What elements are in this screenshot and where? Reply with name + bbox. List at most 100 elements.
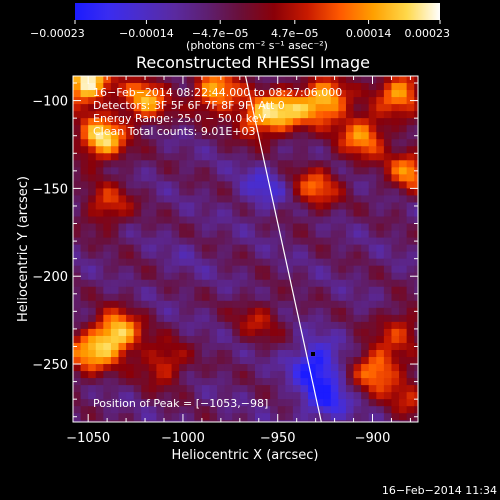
heatmap-cell bbox=[80, 76, 89, 84]
heatmap-cell bbox=[391, 237, 400, 246]
heatmap-cell bbox=[414, 335, 418, 344]
heatmap-cell bbox=[399, 364, 408, 372]
heatmap-cell bbox=[209, 342, 218, 351]
heatmap-cell bbox=[201, 195, 211, 204]
heatmap-cell bbox=[239, 258, 248, 267]
heatmap-cell bbox=[338, 385, 347, 393]
heatmap-cell bbox=[315, 83, 324, 91]
heatmap-cell bbox=[285, 349, 294, 358]
heatmap-cell bbox=[262, 230, 271, 239]
heatmap-cell bbox=[277, 90, 286, 98]
heatmap-cell bbox=[171, 174, 180, 182]
heatmap-cell bbox=[353, 420, 362, 422]
heatmap-cell bbox=[126, 279, 135, 288]
heatmap-cell bbox=[194, 125, 203, 133]
heatmap-cell bbox=[345, 399, 355, 407]
heatmap-cell bbox=[247, 181, 256, 190]
heatmap-cell bbox=[254, 83, 264, 91]
heatmap-cell bbox=[353, 118, 362, 126]
heatmap-cell bbox=[80, 230, 89, 239]
heatmap-cell bbox=[277, 167, 286, 175]
heatmap-cell bbox=[345, 125, 355, 133]
heatmap-cell bbox=[376, 279, 385, 288]
heatmap-cell bbox=[148, 258, 157, 267]
heatmap-cell bbox=[262, 146, 271, 154]
heatmap-cell bbox=[383, 413, 393, 421]
heatmap-cell bbox=[80, 181, 89, 190]
heatmap-cell bbox=[254, 286, 264, 295]
heatmap-cell bbox=[368, 399, 377, 407]
heatmap-cell bbox=[179, 83, 188, 91]
heatmap-cell bbox=[376, 272, 385, 281]
heatmap-cell bbox=[179, 118, 188, 126]
heatmap-cell bbox=[141, 378, 150, 386]
heatmap-cell bbox=[254, 97, 264, 105]
heatmap-cell bbox=[247, 139, 256, 147]
heatmap-cell bbox=[239, 83, 248, 91]
heatmap-cell bbox=[345, 272, 355, 281]
heatmap-cell bbox=[270, 307, 279, 316]
heatmap-cell bbox=[103, 413, 112, 421]
heatmap-cell bbox=[376, 139, 385, 147]
heatmap-cell bbox=[315, 420, 324, 422]
heatmap-cell bbox=[217, 378, 226, 386]
heatmap-cell bbox=[239, 286, 248, 295]
heatmap-cell bbox=[224, 406, 233, 414]
heatmap-cell bbox=[300, 153, 309, 161]
heatmap-cell bbox=[270, 188, 279, 197]
heatmap-cell bbox=[73, 399, 82, 407]
heatmap-cell bbox=[141, 223, 150, 232]
heatmap-cell bbox=[383, 335, 393, 344]
heatmap-cell bbox=[209, 230, 218, 239]
heatmap-cell bbox=[368, 251, 377, 260]
heatmap-cell bbox=[292, 230, 302, 239]
heatmap-cell bbox=[163, 195, 173, 204]
heatmap-cell bbox=[247, 195, 256, 204]
heatmap-cell bbox=[391, 104, 400, 112]
heatmap-cell bbox=[141, 286, 150, 295]
heatmap-cell bbox=[315, 349, 324, 358]
heatmap-cell bbox=[163, 118, 173, 126]
heatmap-cell bbox=[201, 321, 211, 330]
heatmap-cell bbox=[156, 293, 165, 302]
heatmap-cell bbox=[292, 265, 302, 274]
heatmap-cell bbox=[179, 371, 188, 379]
heatmap-cell bbox=[179, 357, 188, 365]
heatmap-cell bbox=[88, 223, 97, 232]
heatmap-cell bbox=[262, 399, 271, 407]
heatmap-cell bbox=[330, 195, 339, 204]
heatmap-cell bbox=[345, 195, 355, 204]
heatmap-cell bbox=[383, 314, 393, 323]
peak-position-label: Position of Peak = [−1053,−98] bbox=[93, 397, 268, 410]
heatmap-cell bbox=[277, 104, 286, 112]
heatmap-cell bbox=[292, 181, 302, 190]
heatmap-cell bbox=[315, 286, 324, 295]
heatmap-cell bbox=[239, 272, 248, 281]
heatmap-cell bbox=[399, 279, 408, 288]
heatmap-cell bbox=[376, 342, 385, 351]
heatmap-cell bbox=[148, 307, 157, 316]
heatmap-cell bbox=[383, 272, 393, 281]
heatmap-cell bbox=[270, 342, 279, 351]
heatmap-cell bbox=[163, 104, 173, 112]
heatmap-cell bbox=[308, 300, 317, 309]
heatmap-cell bbox=[232, 272, 241, 281]
heatmap-cell bbox=[118, 279, 127, 288]
heatmap-cell bbox=[179, 286, 188, 295]
heatmap-cell bbox=[270, 357, 279, 365]
heatmap-cell bbox=[345, 357, 355, 365]
heatmap-cell bbox=[80, 286, 89, 295]
heatmap-cell bbox=[171, 195, 180, 204]
heatmap-cell bbox=[163, 146, 173, 154]
heatmap-cell bbox=[292, 413, 302, 421]
heatmap-cell bbox=[232, 111, 241, 119]
heatmap-cell bbox=[156, 76, 165, 84]
heatmap-cell bbox=[179, 125, 188, 133]
heatmap-cell bbox=[376, 399, 385, 407]
heatmap-cell bbox=[406, 342, 415, 351]
heatmap-cell bbox=[110, 195, 120, 204]
heatmap-cell bbox=[330, 125, 339, 133]
heatmap-cell bbox=[338, 118, 347, 126]
heatmap-cell bbox=[103, 244, 112, 253]
heatmap-cell bbox=[308, 342, 317, 351]
